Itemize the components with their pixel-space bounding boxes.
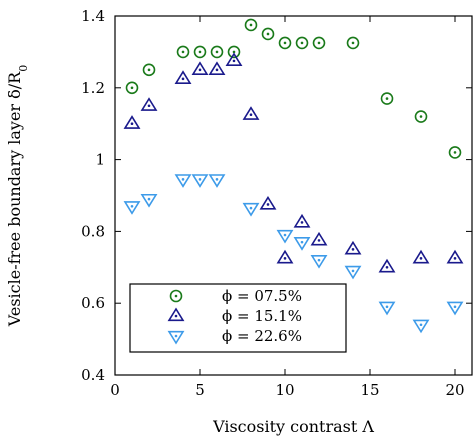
series-2-point-7 [259,195,277,210]
x-tick-label-1: 5 [195,381,205,399]
series-2 [123,52,464,273]
series-3-point-11 [412,319,430,334]
y-tick-label-0: 0.4 [81,366,105,384]
axis-ticks [114,15,472,376]
series-1-point-7 [261,27,275,41]
series-1-point-11 [346,36,360,50]
series-2-point-11 [344,240,362,255]
series-2-point-3 [191,61,209,75]
x-tick-label-4: 20 [445,381,464,399]
legend-marker-1 [169,289,183,303]
series-2-point-12 [378,258,396,273]
series-2-point-13 [412,249,430,264]
series-2-point-10 [310,231,328,246]
legend-marker-3 [167,330,185,345]
y-axis-label: Vesicle-free boundary layer δ/R0 [5,65,30,327]
series-1-point-10 [312,36,326,50]
plot-frame [114,15,473,376]
series-1-point-4 [210,45,224,59]
series-1-point-12 [380,92,394,105]
series-1-point-6 [244,18,258,32]
series-1-point-14 [448,146,462,159]
series-1-point-0 [125,81,139,95]
series-1-point-5 [227,45,241,59]
series-3-point-5 [242,202,260,217]
series-2-point-14 [446,249,464,264]
y-tick-label-4: 1.2 [81,79,105,97]
series-1-point-13 [414,110,428,123]
series-2-point-6 [242,106,260,120]
x-tick-label-0: 0 [110,381,120,399]
legend-label-1: ϕ = 07.5% [222,287,302,305]
legend-label-2: ϕ = 15.1% [222,307,302,325]
series-3-point-3 [191,174,209,188]
plot-border [114,15,473,376]
x-axis-label: Viscosity contrast Λ [212,417,374,436]
data-markers [123,18,464,334]
series-2-point-2 [174,70,192,84]
series-3-point-10 [378,301,396,316]
y-tick-label-2: 0.8 [81,222,105,240]
series-2-point-9 [293,213,311,228]
legend-label-3: ϕ = 22.6% [222,327,302,345]
series-2-point-1 [140,97,158,111]
series-3-point-9 [344,265,362,280]
legend-box [129,283,347,353]
series-3-point-1 [140,193,158,208]
series-1-point-1 [142,63,156,77]
y-tick-label-3: 1 [95,151,105,169]
series-3 [123,174,464,334]
series-3-point-8 [310,254,328,269]
legend: ϕ = 07.5% ϕ = 15.1% ϕ = 22.6% [129,283,347,353]
series-2-point-4 [208,61,226,75]
y-axis-label-main: Vesicle-free boundary layer δ/R [5,71,24,327]
x-tick-label-2: 10 [275,381,294,399]
series-2-point-8 [276,249,294,264]
series-3-point-6 [276,229,294,244]
series-3-point-4 [208,174,226,188]
series-1-point-3 [193,45,207,59]
y-tick-label-1: 0.6 [81,294,105,312]
legend-marker-2 [167,307,185,322]
series-1-point-9 [295,36,309,50]
series-3-point-0 [123,201,141,215]
x-tick-label-3: 15 [360,381,379,399]
y-axis-label-subscript: 0 [17,65,30,72]
series-3-point-7 [293,237,311,251]
series-1-point-8 [278,36,292,50]
tick-labels: 0 5 10 15 20 0.4 0.6 0.8 1 1.2 1.4 [81,7,464,399]
series-1-point-2 [176,45,190,59]
series-3-point-2 [174,174,192,188]
series-2-point-0 [123,115,141,129]
series-3-point-12 [446,301,464,316]
series-2-point-5 [225,52,243,67]
y-tick-label-5: 1.4 [81,7,105,25]
series-1 [125,18,462,159]
